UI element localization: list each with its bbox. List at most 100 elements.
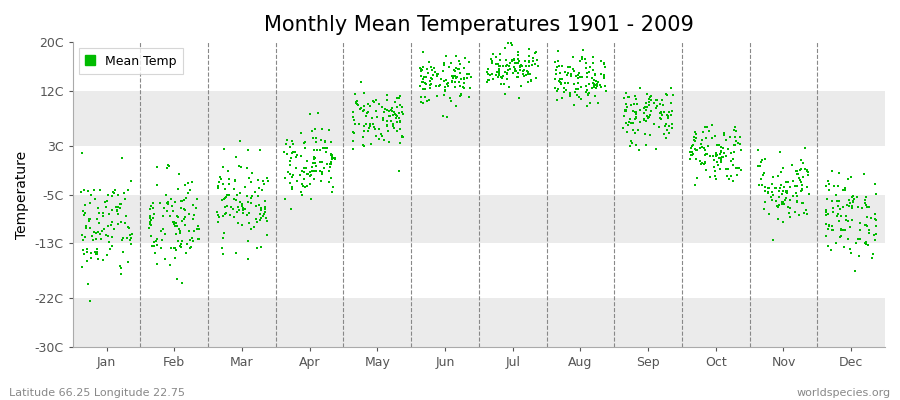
Point (75, 232, 89, 238)
Point (373, 101, 387, 107)
Point (575, 56, 590, 62)
Point (229, 250, 243, 256)
Point (628, 130, 643, 136)
Point (76, 237, 90, 243)
Point (388, 99, 402, 105)
Point (116, 235, 130, 241)
Point (120, 235, 134, 241)
Point (211, 212, 225, 218)
Point (642, 114, 656, 120)
Point (376, 117, 391, 123)
Point (429, 82, 444, 89)
Point (588, 71, 602, 78)
Point (859, 222, 873, 228)
Point (216, 181, 230, 187)
Point (314, 178, 328, 184)
Point (229, 197, 243, 203)
Point (169, 230, 184, 237)
Point (836, 187, 850, 194)
Point (853, 219, 868, 226)
Point (796, 160, 810, 166)
Point (588, 93, 602, 100)
Point (619, 129, 634, 136)
Point (720, 173, 734, 179)
Point (481, 79, 495, 85)
Point (719, 136, 733, 143)
Point (754, 182, 769, 188)
Point (122, 236, 137, 243)
Point (74, 189, 88, 196)
Point (389, 112, 403, 118)
Point (719, 153, 733, 159)
Point (698, 151, 713, 157)
Point (626, 120, 640, 126)
Point (169, 213, 184, 220)
Point (639, 142, 653, 148)
Point (706, 152, 720, 159)
Point (716, 145, 730, 151)
Point (309, 135, 323, 142)
Point (826, 227, 841, 234)
Point (707, 164, 722, 170)
Point (836, 226, 850, 233)
Point (579, 83, 593, 90)
Point (185, 216, 200, 222)
Point (324, 139, 338, 146)
Point (558, 80, 572, 86)
Point (230, 154, 244, 160)
Point (531, 63, 545, 70)
Point (636, 117, 651, 123)
Point (628, 96, 643, 103)
Point (684, 144, 698, 151)
Point (81, 188, 95, 194)
Point (728, 134, 742, 140)
Point (87, 249, 102, 256)
Point (241, 210, 256, 217)
Point (116, 190, 130, 196)
Point (441, 83, 455, 89)
Point (572, 80, 586, 86)
Point (357, 128, 372, 134)
Point (858, 197, 872, 203)
Point (416, 64, 430, 70)
Point (378, 106, 392, 113)
Point (83, 215, 97, 222)
Point (304, 196, 319, 202)
Point (860, 222, 874, 229)
Point (449, 74, 464, 81)
Point (297, 139, 311, 145)
Point (796, 200, 810, 206)
Point (346, 109, 361, 115)
Point (448, 103, 463, 109)
Point (448, 68, 463, 74)
Point (248, 216, 263, 222)
Point (166, 219, 180, 226)
Point (230, 209, 244, 216)
Point (526, 62, 540, 68)
Point (307, 147, 321, 153)
Point (79, 222, 94, 229)
Point (598, 72, 612, 78)
Point (868, 181, 882, 188)
Point (567, 81, 581, 88)
Point (211, 183, 225, 189)
Point (787, 178, 801, 184)
Point (523, 70, 537, 77)
Point (563, 91, 578, 98)
Point (658, 123, 672, 130)
Point (306, 134, 320, 141)
Point (310, 110, 325, 116)
Point (753, 159, 768, 165)
Point (298, 184, 312, 190)
Point (480, 69, 494, 76)
Point (454, 76, 469, 82)
Point (393, 102, 408, 108)
Point (381, 97, 395, 103)
Point (780, 188, 795, 194)
Point (791, 175, 806, 182)
Point (485, 59, 500, 65)
Point (597, 75, 611, 81)
Point (698, 135, 713, 142)
Point (819, 212, 833, 218)
Point (724, 158, 738, 164)
